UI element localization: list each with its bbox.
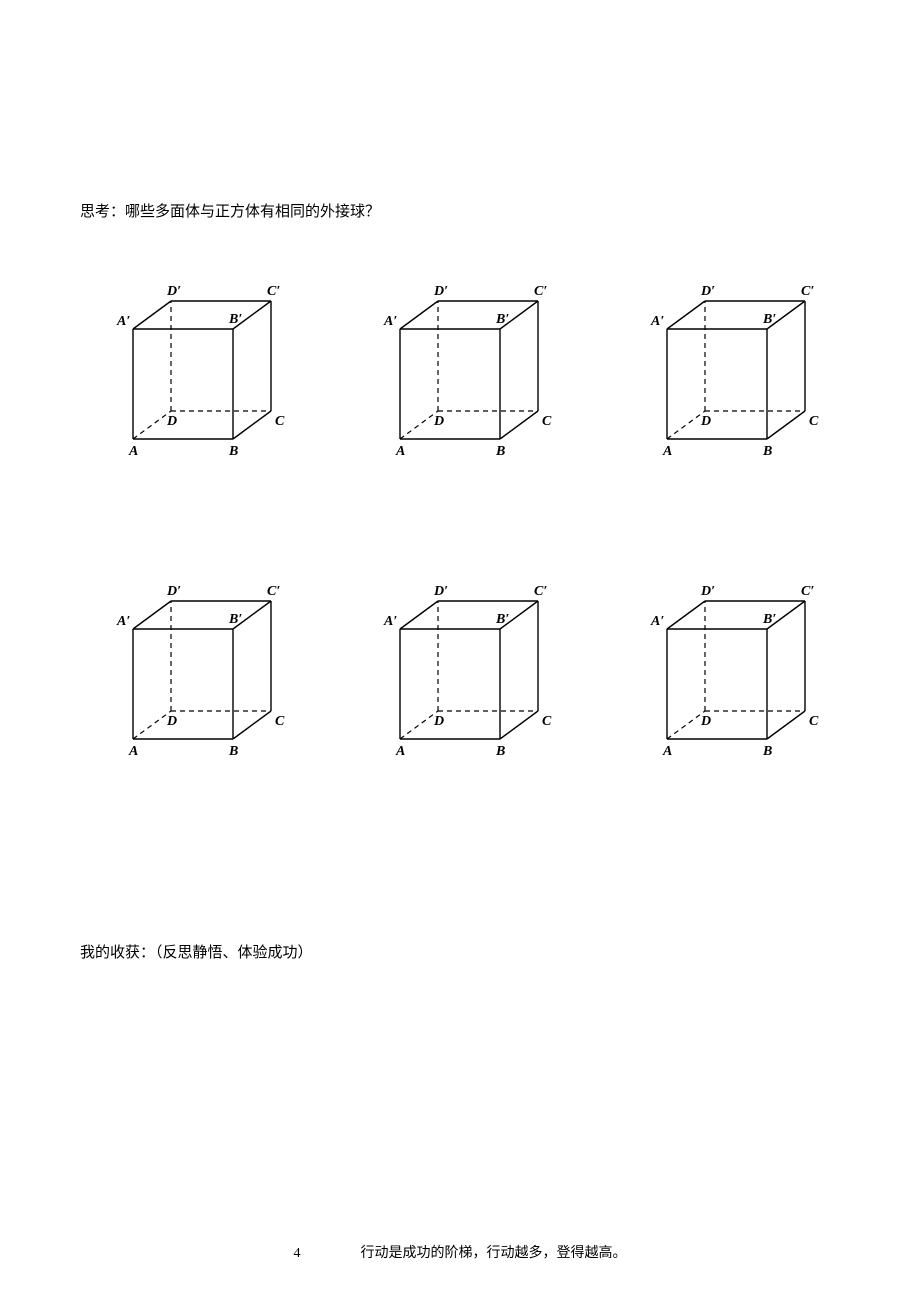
vertex-label: C	[275, 414, 285, 429]
vertex-label: D	[700, 714, 711, 729]
vertex-label: B′	[495, 312, 509, 327]
vertex-label: A	[395, 744, 405, 759]
vertex-label: B′	[228, 612, 242, 627]
vertex-label: D	[433, 414, 444, 429]
vertex-label: C	[809, 414, 819, 429]
cube-diagram: A B B′ A′ D C C′ D′	[380, 581, 560, 761]
question-text: 思考：哪些多面体与正方体有相同的外接球？	[80, 200, 840, 221]
vertex-label: C′	[534, 584, 547, 599]
vertex-label: C′	[801, 284, 814, 299]
vertex-label: D	[700, 414, 711, 429]
vertex-label: D′	[700, 584, 715, 599]
vertex-label: A′	[650, 614, 664, 629]
vertex-label: D	[433, 714, 444, 729]
footer-quote: 行动是成功的阶梯，行动越多，登得越高。	[361, 1242, 627, 1262]
vertex-label: D′	[166, 284, 181, 299]
vertex-label: B	[762, 744, 772, 759]
vertex-label: B	[495, 444, 505, 459]
cube-cell: A B B′ A′ D C C′ D′	[100, 581, 307, 761]
cube-cell: A B B′ A′ D C C′ D′	[100, 281, 307, 461]
cube-cell: A B B′ A′ D C C′ D′	[367, 581, 574, 761]
vertex-label: A′	[383, 314, 397, 329]
vertex-label: D	[166, 414, 177, 429]
vertex-label: A	[128, 444, 138, 459]
vertex-label: C′	[801, 584, 814, 599]
vertex-label: A′	[383, 614, 397, 629]
cube-cell: A B B′ A′ D C C′ D′	[633, 281, 840, 461]
vertex-label: A′	[650, 314, 664, 329]
vertex-label: A′	[116, 314, 130, 329]
vertex-label: D′	[433, 284, 448, 299]
vertex-label: C′	[267, 584, 280, 599]
vertex-label: B′	[762, 612, 776, 627]
cube-diagram: A B B′ A′ D C C′ D′	[113, 581, 293, 761]
vertex-label: C	[809, 714, 819, 729]
vertex-label: B′	[495, 612, 509, 627]
cube-diagram: A B B′ A′ D C C′ D′	[647, 581, 827, 761]
cube-cell: A B B′ A′ D C C′ D′	[367, 281, 574, 461]
vertex-label: C	[275, 714, 285, 729]
vertex-label: A′	[116, 614, 130, 629]
vertex-label: B	[762, 444, 772, 459]
vertex-label: D′	[700, 284, 715, 299]
cube-cell: A B B′ A′ D C C′ D′	[633, 581, 840, 761]
reflection-text: 我的收获：（反思静悟、体验成功）	[80, 941, 840, 962]
vertex-label: A	[662, 444, 672, 459]
vertex-label: C′	[267, 284, 280, 299]
vertex-label: A	[128, 744, 138, 759]
vertex-label: C	[542, 414, 552, 429]
cube-diagram: A B B′ A′ D C C′ D′	[647, 281, 827, 461]
vertex-label: A	[662, 744, 672, 759]
vertex-label: A	[395, 444, 405, 459]
vertex-label: D	[166, 714, 177, 729]
cube-diagram: A B B′ A′ D C C′ D′	[380, 281, 560, 461]
vertex-label: B	[228, 444, 238, 459]
vertex-label: B′	[228, 312, 242, 327]
cube-grid: A B B′ A′ D C C′ D′ A B B′ A′ D C C′ D′ A B B′ A′ D C C′ D′ A B B′…	[80, 281, 840, 761]
vertex-label: D′	[166, 584, 181, 599]
cube-diagram: A B B′ A′ D C C′ D′	[113, 281, 293, 461]
page-number: 4	[294, 1246, 301, 1262]
vertex-label: C	[542, 714, 552, 729]
page-footer: 4 行动是成功的阶梯，行动越多，登得越高。	[0, 1242, 920, 1262]
vertex-label: B′	[762, 312, 776, 327]
vertex-label: D′	[433, 584, 448, 599]
vertex-label: B	[228, 744, 238, 759]
vertex-label: B	[495, 744, 505, 759]
vertex-label: C′	[534, 284, 547, 299]
